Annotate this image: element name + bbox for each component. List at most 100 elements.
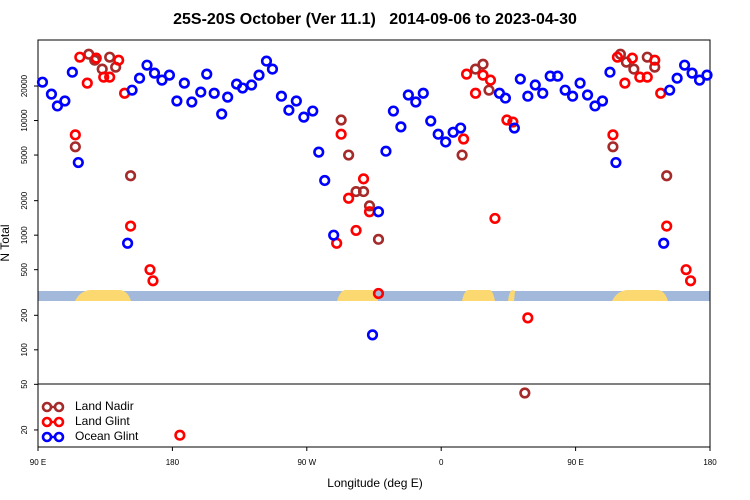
data-point [567,90,579,102]
y-tick-label: 50 [20,379,29,388]
data-point [335,128,347,140]
data-point [253,69,265,81]
marks [36,48,713,441]
data-point [69,129,81,141]
data-point [156,74,168,86]
data-point [684,275,697,287]
data-point [402,89,414,101]
data-point [679,59,691,71]
y-tick-label: 500 [20,262,29,276]
data-point [686,67,698,79]
data-point [45,88,58,100]
data-point [380,145,392,157]
data-point [313,146,325,158]
data-point [628,63,640,75]
data-point [113,54,125,66]
data-point [290,95,302,107]
data-point [174,429,186,441]
data-point [514,73,526,85]
data-point [178,77,190,89]
data-point [372,287,385,300]
x-axis-label: Longitude (deg E) [327,476,422,490]
x-tick-label: 90 E [30,458,46,467]
data-point [144,264,156,276]
land-strip [337,290,378,301]
data-point [195,86,207,98]
data-point [245,79,258,91]
data-point [133,72,146,84]
data-point [425,115,437,127]
data-point [574,77,586,89]
data-point [661,220,673,232]
data-point [484,74,497,86]
y-tick-label: 100 [20,343,29,357]
data-point [98,71,110,83]
data-point [216,108,228,120]
data-point [456,149,468,161]
x-tick-label: 90 E [567,458,583,467]
data-point [417,87,429,99]
data-point [126,84,138,96]
land-strip [75,290,131,301]
data-point [74,51,86,63]
y-tick-label: 200 [20,308,29,322]
legend-label: Ocean Glint [75,429,139,443]
data-point [469,87,482,99]
data-point [693,74,706,86]
data-point [611,51,624,63]
data-point [222,91,234,103]
data-point [458,133,470,145]
data-point [81,77,93,89]
data-point [90,52,102,64]
data-point [671,72,683,84]
data-point [328,229,340,241]
data-point [307,105,319,117]
legend-marker [53,401,65,413]
legend-marker [53,431,65,443]
data-point [186,96,198,108]
data-point [581,89,594,101]
data-point [455,122,467,134]
data-point [410,96,422,108]
legend-label: Land Nadir [75,399,134,413]
data-point [260,55,273,67]
data-point [610,156,622,169]
data-point [469,63,482,75]
y-tick-label: 10000 [20,109,29,132]
data-point [522,90,534,102]
data-point [141,59,153,71]
data-point [357,185,370,198]
data-point [350,224,362,237]
data-point [104,71,116,83]
x-tick-label: 180 [703,458,717,467]
data-point [208,87,220,99]
data-point [552,70,564,82]
y-tick-label: 5000 [20,146,29,164]
legend-marker [41,416,53,428]
data-point [69,141,81,153]
data-point [680,264,692,276]
data-point [51,100,64,112]
data-point [66,66,78,78]
data-point [607,129,619,141]
data-point [508,122,520,134]
data-point [124,170,137,182]
data-point [266,63,279,75]
y-tick-label: 2000 [20,191,29,209]
data-point [619,77,631,89]
data-point [298,111,310,123]
data-point [363,200,376,212]
data-point [607,141,619,153]
data-point [387,105,400,117]
data-point [649,61,661,73]
data-point [589,100,601,112]
data-point [148,67,161,79]
data-point [171,95,183,107]
data-point [489,212,501,225]
legend-marker [41,431,53,443]
x-tick-label: 0 [439,458,444,467]
